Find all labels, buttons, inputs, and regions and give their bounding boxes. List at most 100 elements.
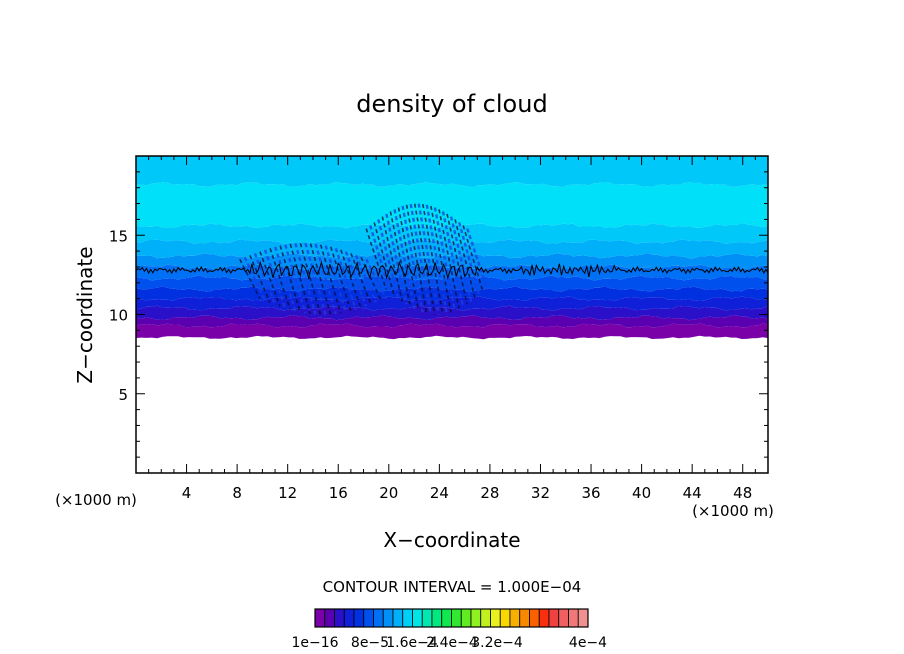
disturbance-stripe — [324, 245, 347, 313]
disturbance-stripe — [243, 256, 266, 302]
x-tick-label: 20 — [379, 484, 398, 502]
x-tick-label: 36 — [581, 484, 600, 502]
disturbance-stripe — [458, 222, 481, 297]
disturbance-stripe — [381, 216, 404, 302]
colorbar-labels: 1e−16 8e−51.6e−42.4e−43.2e−4 4e−4 — [291, 635, 607, 651]
disturbance-stripe — [385, 213, 408, 305]
colorbar-swatch — [431, 608, 443, 628]
x-tick-label: 44 — [683, 484, 702, 502]
disturbance-stripe — [389, 211, 412, 307]
colorbar-swatch — [499, 608, 511, 628]
colorbar-swatch — [490, 608, 501, 628]
colorbar-swatch — [334, 608, 345, 628]
disturbance-stripe — [466, 228, 489, 290]
x-unit-right: (×1000 m) — [692, 502, 774, 520]
disturbance-pattern — [239, 203, 489, 315]
colorbar-swatch — [451, 608, 462, 628]
density-layer — [136, 223, 768, 244]
colorbar — [314, 608, 589, 628]
disturbance-stripe — [373, 222, 395, 297]
density-layer — [136, 314, 768, 328]
density-layer — [136, 323, 768, 340]
disturbance-stripe — [309, 243, 332, 315]
disturbance-stripe — [360, 256, 382, 301]
colorbar-label: 2.4e−4 — [426, 635, 478, 651]
disturbance-stripe — [314, 243, 337, 315]
colorbar-label: 4e−4 — [569, 635, 607, 651]
disturbance-stripe — [365, 258, 388, 300]
colorbar-swatch — [519, 608, 530, 628]
density-layer — [136, 181, 768, 229]
colorbar-swatch — [470, 608, 482, 628]
disturbance-stripe — [441, 211, 465, 307]
colorbar-swatch — [363, 608, 374, 628]
colorbar-swatch — [480, 608, 491, 628]
contour-line — [135, 260, 769, 281]
disturbance-stripe — [253, 252, 277, 305]
disturbance-stripe — [249, 254, 271, 303]
x-tick-label: 16 — [329, 484, 348, 502]
plot-area — [135, 155, 769, 474]
disturbance-stripe — [340, 249, 362, 309]
disturbance-stripe — [417, 203, 440, 315]
disturbance-stripe — [449, 216, 473, 302]
disturbance-stripe — [239, 258, 261, 299]
colorbar-swatch — [568, 608, 579, 628]
density-layers — [136, 156, 768, 340]
disturbance-stripe — [425, 204, 448, 314]
y-axis-label: Z−coordinate — [73, 246, 97, 383]
disturbance-stripe — [354, 254, 378, 303]
colorbar-swatch — [382, 608, 394, 628]
density-layer — [136, 275, 768, 292]
disturbance-stripe — [344, 251, 368, 307]
contour-interval-text: CONTOUR INTERVAL = 1.000E−04 — [323, 578, 582, 596]
colorbar-label: 1.6e−4 — [386, 635, 438, 651]
x-tick-label: 48 — [733, 484, 752, 502]
colorbar-swatch — [509, 608, 521, 628]
disturbance-stripe — [462, 225, 484, 293]
disturbance-stripe — [369, 225, 392, 294]
colorbar-swatch — [343, 608, 355, 628]
colorbar-swatch — [460, 608, 472, 628]
x-unit-left: (×1000 m) — [55, 491, 137, 509]
x-tick-label: 40 — [632, 484, 651, 502]
disturbance-stripe — [263, 249, 287, 309]
disturbance-stripe — [279, 245, 301, 313]
disturbance-stripe — [284, 244, 307, 314]
colorbar-swatch — [314, 608, 326, 628]
disturbance-stripe — [304, 242, 327, 315]
colorbar-swatch — [392, 608, 404, 628]
disturbance-stripe — [413, 203, 436, 315]
chart-title: density of cloud — [356, 90, 547, 118]
disturbance-stripe — [397, 207, 420, 311]
colorbar-swatch — [529, 608, 540, 628]
x-tick-label: 4 — [182, 484, 192, 502]
y-axis: 5 10 15 — [109, 155, 768, 474]
disturbance-stripe — [409, 203, 432, 315]
colorbar-frame — [314, 608, 589, 628]
disturbance-stripe — [319, 244, 342, 314]
disturbance-stripe — [294, 243, 317, 315]
y-tick-label: 15 — [109, 227, 128, 245]
colorbar-label: 1e−16 — [291, 635, 338, 651]
x-tick-label: 32 — [531, 484, 550, 502]
contour-line-group — [135, 260, 769, 281]
disturbance-stripe — [269, 248, 291, 310]
y-tick-label: 10 — [109, 307, 128, 325]
colorbar-swatch — [373, 608, 384, 628]
disturbance-stripe — [350, 253, 372, 305]
x-axis: 4 8 12 16 20 24 28 32 36 40 44 48 — [135, 156, 769, 502]
disturbance-stripe — [438, 209, 460, 309]
colorbar-swatch — [548, 608, 560, 628]
disturbance-stripe — [289, 243, 312, 315]
density-layer — [136, 305, 768, 321]
colorbar-swatch — [577, 608, 589, 628]
x-tick-label: 24 — [430, 484, 449, 502]
x-axis-label: X−coordinate — [383, 528, 520, 552]
x-tick-label: 8 — [232, 484, 242, 502]
y-tick-label: 5 — [118, 386, 128, 404]
disturbance-stripe — [299, 243, 322, 315]
density-layer — [136, 156, 768, 188]
disturbance-stripe — [422, 203, 444, 315]
colorbar-swatch — [441, 608, 452, 628]
